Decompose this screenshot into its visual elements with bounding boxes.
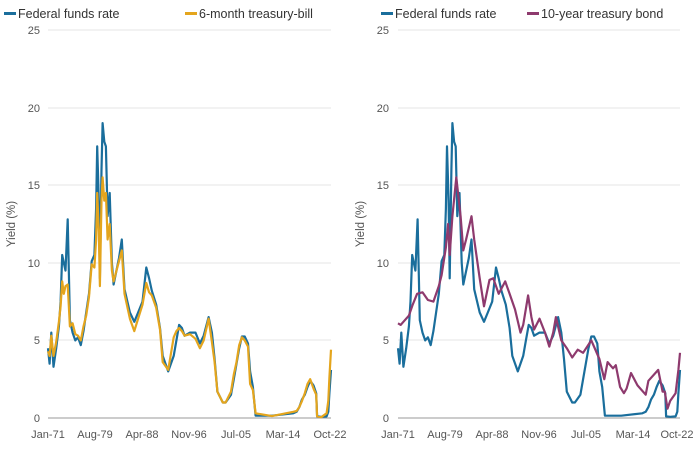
right-xtick-aug79: Aug-79 — [427, 429, 462, 441]
left-ytick-25: 25 — [28, 25, 40, 37]
left-series-6-month-treasury-bill — [46, 176, 333, 419]
left-xtick-jul05: Jul-05 — [221, 429, 251, 441]
left-y-axis-label: Yield (%) — [6, 201, 18, 247]
left-grid — [48, 29, 331, 419]
right-ytick-5: 5 — [383, 335, 389, 347]
left-legend-label-tbill: 6-month treasury-bill — [199, 7, 313, 21]
left-plot-lines — [46, 122, 333, 419]
right-ytick-10: 10 — [377, 258, 389, 270]
left-ytick-10: 10 — [28, 258, 40, 270]
right-series-10-year-treasury-bond — [397, 176, 682, 410]
left-x-ticks: Jan-71 Aug-79 Apr-88 Nov-96 Jul-05 Mar-1… — [31, 429, 346, 441]
right-ytick-20: 20 — [377, 103, 389, 115]
left-ytick-5: 5 — [34, 335, 40, 347]
right-legend-swatch-bond — [527, 12, 539, 15]
right-legend: Federal funds rate 10-year treasury bond — [381, 7, 663, 21]
left-xtick-nov96: Nov-96 — [171, 429, 206, 441]
right-xtick-jul05: Jul-05 — [571, 429, 601, 441]
right-ytick-25: 25 — [377, 25, 389, 37]
right-series-federal-funds-rate — [396, 122, 682, 418]
left-ytick-15: 15 — [28, 180, 40, 192]
right-grid — [398, 29, 680, 419]
right-xtick-nov96: Nov-96 — [521, 429, 556, 441]
right-legend-label-bond: 10-year treasury bond — [541, 7, 663, 21]
right-legend-label-fed: Federal funds rate — [395, 7, 496, 21]
left-legend: Federal funds rate 6-month treasury-bill — [4, 7, 313, 21]
right-legend-swatch-fed — [381, 12, 393, 15]
left-xtick-apr88: Apr-88 — [125, 429, 158, 441]
left-legend-label-fed: Federal funds rate — [18, 7, 119, 21]
left-legend-swatch-fed — [4, 12, 16, 15]
left-ytick-20: 20 — [28, 103, 40, 115]
right-chart: Federal funds rate 10-year treasury bond… — [355, 7, 694, 441]
right-ytick-15: 15 — [377, 180, 389, 192]
left-y-ticks: 25 20 15 10 5 0 — [28, 25, 40, 425]
left-xtick-jan71: Jan-71 — [31, 429, 65, 441]
right-xtick-mar14: Mar-14 — [616, 429, 651, 441]
left-xtick-aug79: Aug-79 — [77, 429, 112, 441]
left-xtick-mar14: Mar-14 — [266, 429, 301, 441]
right-plot-lines — [396, 122, 682, 418]
left-chart: Federal funds rate 6-month treasury-bill… — [4, 7, 347, 441]
left-xtick-oct22: Oct-22 — [313, 429, 346, 441]
right-xtick-oct22: Oct-22 — [660, 429, 693, 441]
right-y-ticks: 25 20 15 10 5 0 — [377, 25, 389, 425]
right-y-axis-label: Yield (%) — [355, 201, 367, 247]
left-legend-swatch-tbill — [185, 12, 197, 15]
left-ytick-0: 0 — [34, 413, 40, 425]
right-ytick-0: 0 — [383, 413, 389, 425]
right-x-ticks: Jan-71 Aug-79 Apr-88 Nov-96 Jul-05 Mar-1… — [381, 429, 693, 441]
right-xtick-apr88: Apr-88 — [475, 429, 508, 441]
right-xtick-jan71: Jan-71 — [381, 429, 415, 441]
